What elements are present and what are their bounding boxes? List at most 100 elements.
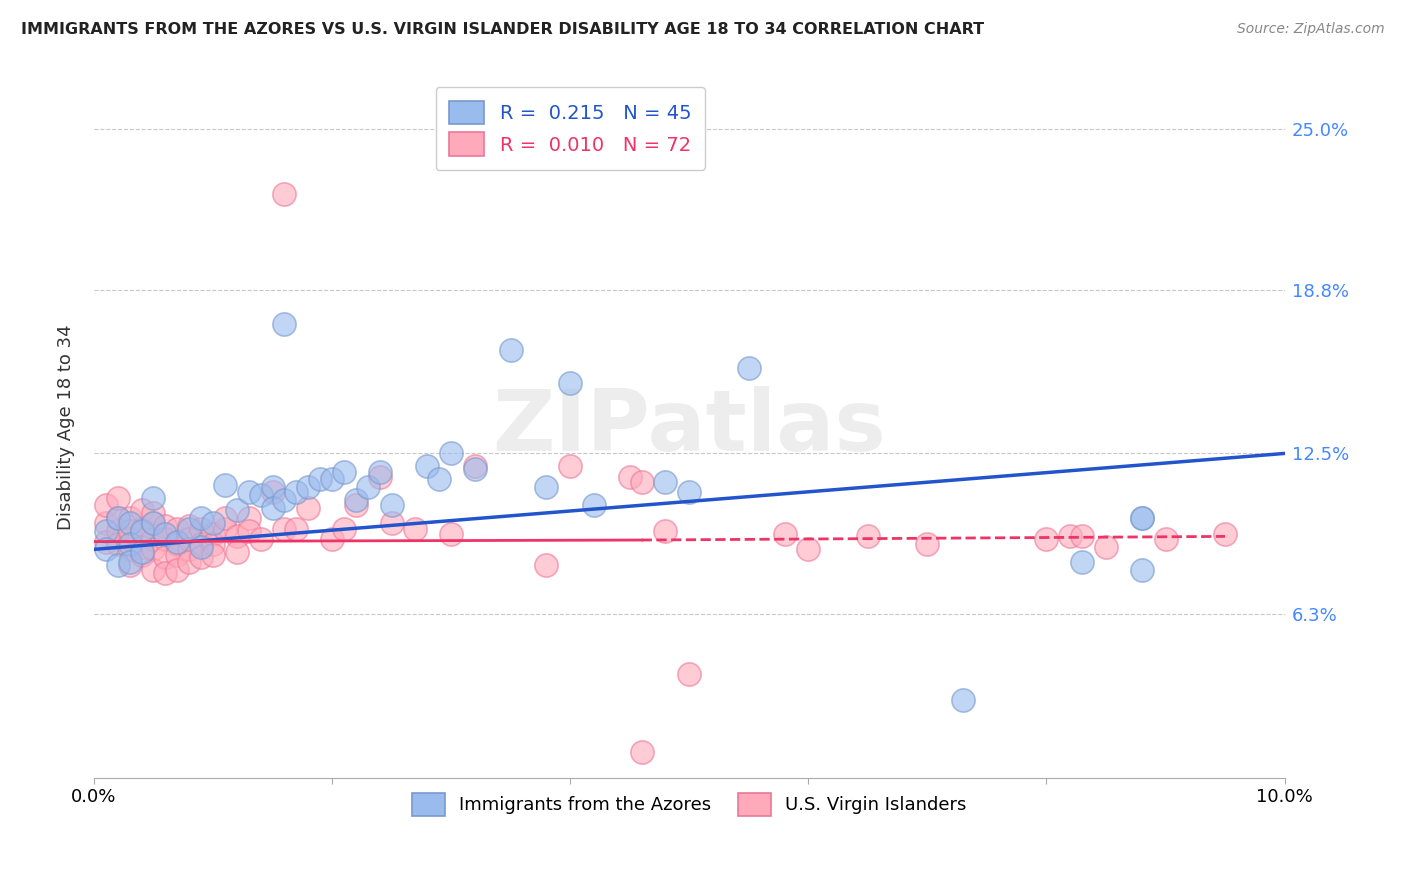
Point	[381, 516, 404, 531]
Point	[368, 465, 391, 479]
Point	[273, 317, 295, 331]
Point	[1130, 511, 1153, 525]
Point	[1071, 555, 1094, 569]
Point	[499, 343, 522, 357]
Point	[142, 491, 165, 505]
Point	[107, 537, 129, 551]
Point	[190, 537, 212, 551]
Point	[427, 472, 450, 486]
Point	[179, 555, 201, 569]
Point	[166, 534, 188, 549]
Point	[297, 500, 319, 515]
Point	[166, 522, 188, 536]
Point	[107, 524, 129, 539]
Point	[333, 522, 356, 536]
Point	[536, 480, 558, 494]
Point	[201, 548, 224, 562]
Point	[738, 360, 761, 375]
Point	[131, 545, 153, 559]
Point	[118, 537, 141, 551]
Point	[952, 692, 974, 706]
Point	[464, 459, 486, 474]
Point	[142, 516, 165, 531]
Point	[1130, 563, 1153, 577]
Point	[344, 498, 367, 512]
Point	[630, 745, 652, 759]
Point	[118, 516, 141, 531]
Point	[107, 558, 129, 572]
Point	[333, 465, 356, 479]
Point	[190, 550, 212, 565]
Point	[1071, 529, 1094, 543]
Point	[179, 519, 201, 533]
Point	[225, 529, 247, 543]
Point	[131, 503, 153, 517]
Point	[321, 532, 343, 546]
Point	[155, 550, 177, 565]
Point	[309, 472, 332, 486]
Point	[107, 511, 129, 525]
Point	[118, 558, 141, 572]
Point	[142, 563, 165, 577]
Text: IMMIGRANTS FROM THE AZORES VS U.S. VIRGIN ISLANDER DISABILITY AGE 18 TO 34 CORRE: IMMIGRANTS FROM THE AZORES VS U.S. VIRGI…	[21, 22, 984, 37]
Point	[464, 462, 486, 476]
Point	[404, 522, 426, 536]
Point	[238, 485, 260, 500]
Point	[381, 498, 404, 512]
Point	[118, 555, 141, 569]
Point	[273, 187, 295, 202]
Point	[94, 524, 117, 539]
Point	[536, 558, 558, 572]
Point	[619, 469, 641, 483]
Point	[560, 376, 582, 391]
Point	[201, 537, 224, 551]
Point	[285, 522, 308, 536]
Point	[142, 542, 165, 557]
Point	[179, 532, 201, 546]
Point	[166, 537, 188, 551]
Point	[678, 485, 700, 500]
Point	[214, 477, 236, 491]
Point	[142, 516, 165, 531]
Point	[262, 485, 284, 500]
Point	[131, 548, 153, 562]
Point	[94, 498, 117, 512]
Point	[1154, 532, 1177, 546]
Point	[856, 529, 879, 543]
Point	[107, 491, 129, 505]
Point	[118, 532, 141, 546]
Point	[1059, 529, 1081, 543]
Y-axis label: Disability Age 18 to 34: Disability Age 18 to 34	[58, 325, 75, 531]
Point	[654, 475, 676, 489]
Point	[155, 519, 177, 533]
Point	[797, 542, 820, 557]
Point	[94, 534, 117, 549]
Point	[190, 522, 212, 536]
Point	[678, 666, 700, 681]
Point	[214, 522, 236, 536]
Point	[1035, 532, 1057, 546]
Point	[94, 516, 117, 531]
Point	[357, 480, 380, 494]
Point	[773, 526, 796, 541]
Point	[179, 522, 201, 536]
Point	[131, 540, 153, 554]
Point	[201, 526, 224, 541]
Point	[155, 566, 177, 580]
Point	[166, 548, 188, 562]
Point	[440, 526, 463, 541]
Point	[630, 475, 652, 489]
Point	[249, 488, 271, 502]
Point	[201, 516, 224, 531]
Point	[344, 493, 367, 508]
Legend: Immigrants from the Azores, U.S. Virgin Islanders: Immigrants from the Azores, U.S. Virgin …	[404, 784, 976, 824]
Point	[273, 522, 295, 536]
Point	[238, 524, 260, 539]
Point	[1130, 511, 1153, 525]
Point	[262, 500, 284, 515]
Point	[560, 459, 582, 474]
Point	[225, 545, 247, 559]
Point	[297, 480, 319, 494]
Point	[582, 498, 605, 512]
Point	[118, 511, 141, 525]
